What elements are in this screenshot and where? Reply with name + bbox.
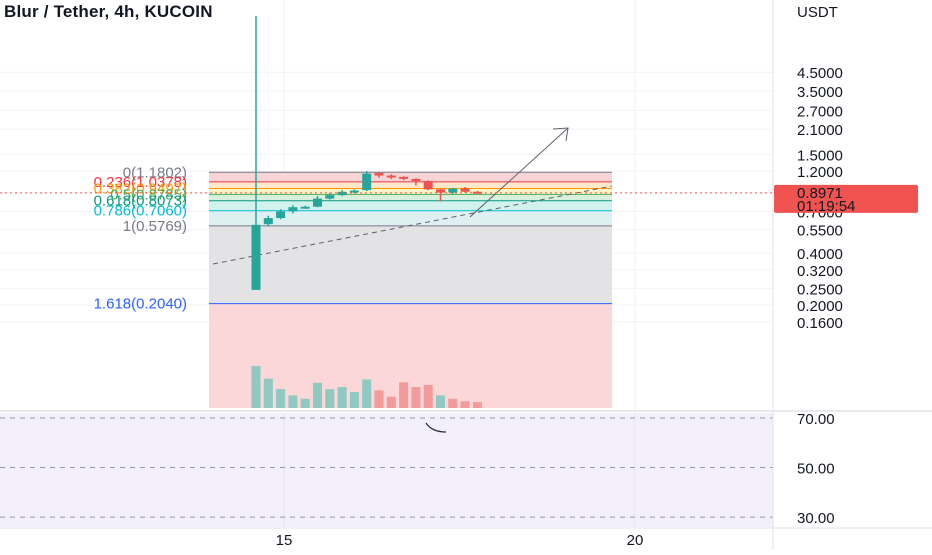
last-price-value: 0.8971 — [797, 185, 843, 202]
trend-line-dashed — [212, 185, 613, 265]
chart-title: Blur / Tether, 4h, KUCOIN — [4, 2, 213, 21]
volume-bar — [325, 389, 335, 408]
fib-zone — [209, 172, 612, 182]
volume-bar — [448, 398, 458, 408]
candle-body — [313, 198, 322, 207]
price-axis-label: 0.5500 — [797, 222, 843, 239]
candle-body — [337, 191, 347, 196]
candle-body — [263, 218, 273, 225]
candle-body — [460, 188, 470, 192]
candle-body — [472, 191, 482, 194]
time-axis-label: 20 — [627, 532, 644, 549]
candle-body — [276, 211, 286, 219]
fib-zone — [209, 200, 612, 211]
candle-body — [423, 181, 433, 190]
rsi-pane — [0, 413, 773, 527]
trend-arrow-line — [469, 127, 569, 218]
candle-body — [325, 195, 335, 199]
price-countdown: 01:19:54 — [797, 198, 855, 215]
fib-zone — [209, 225, 612, 304]
price-axis-label: 0.1600 — [797, 315, 843, 332]
fib-level-label: 0.618(0.8073) — [94, 193, 187, 210]
price-axis-label: 0.4000 — [797, 246, 843, 263]
candle-body — [349, 190, 359, 193]
rsi-axis-label: 30.00 — [797, 510, 835, 527]
last-price-badge — [774, 184, 918, 213]
candle-body — [374, 172, 384, 176]
candle-body — [362, 173, 372, 191]
volume-bar — [436, 395, 445, 408]
candle-body — [288, 207, 298, 212]
price-axis-label: 0.2000 — [797, 298, 843, 315]
candle-body — [300, 206, 310, 209]
fib-zone — [209, 210, 612, 226]
fib-level-label: 1.618(0.2040) — [94, 296, 187, 313]
volume-bar — [423, 384, 433, 408]
volume-bar — [386, 396, 396, 408]
candle-body — [448, 188, 458, 193]
rsi-axis-label: 70.00 — [797, 411, 835, 428]
rsi-line — [425, 422, 447, 433]
price-axis-label: 1.5000 — [797, 147, 843, 164]
volume-bar — [288, 395, 298, 408]
volume-bar — [337, 387, 347, 408]
fib-level-label: 0.786(0.7060) — [94, 203, 187, 220]
candle-body — [411, 178, 421, 182]
price-axis-label: 3.5000 — [797, 84, 843, 101]
fib-level-label: 1(0.5769) — [123, 218, 187, 235]
fib-zone — [209, 188, 612, 195]
candle-body — [399, 176, 409, 179]
volume-bar — [411, 387, 421, 408]
fib-level-label: 0(1.1802) — [123, 164, 187, 181]
fib-level-label: 0.236(1.0378) — [94, 174, 187, 191]
candle-body — [386, 175, 396, 178]
price-axis-label: 0.2500 — [797, 281, 843, 298]
price-axis-label: 2.1000 — [797, 122, 843, 139]
price-axis-currency: USDT — [797, 4, 838, 21]
volume-bar — [263, 378, 273, 408]
volume-bar — [349, 392, 359, 408]
price-axis-label: 1.2000 — [797, 164, 843, 181]
volume-bar — [472, 402, 482, 408]
time-axis-label: 15 — [276, 532, 293, 549]
fib-zone — [209, 181, 612, 189]
volume-bar — [362, 379, 372, 408]
volume-bar — [276, 389, 286, 408]
volume-bar — [399, 382, 409, 408]
price-axis-label: 0.3200 — [797, 263, 843, 280]
price-axis-label: 2.7000 — [797, 103, 843, 120]
fib-zone — [209, 194, 612, 201]
fib-level-label: 0.5(0.8785) — [110, 186, 187, 203]
candle-body — [436, 189, 445, 193]
volume-bar — [374, 390, 384, 408]
rsi-axis-label: 50.00 — [797, 461, 835, 478]
candle-body — [251, 224, 261, 290]
price-axis-label: 4.5000 — [797, 65, 843, 82]
trend-arrow-head — [552, 127, 569, 142]
volume-bar — [460, 401, 470, 408]
volume-bar — [251, 366, 261, 408]
volume-bar — [300, 398, 310, 408]
volume-bar — [313, 382, 322, 408]
